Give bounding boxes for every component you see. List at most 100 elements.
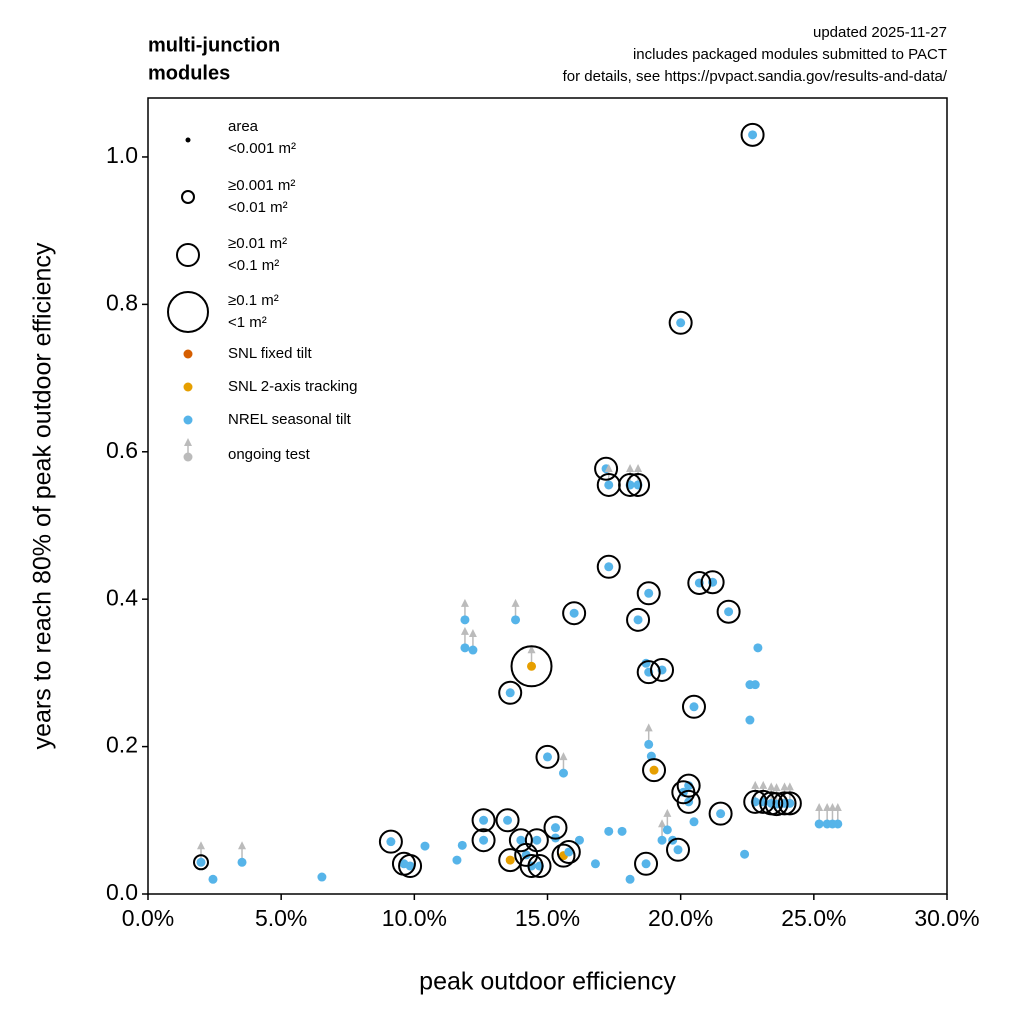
point [511,615,521,625]
note: for details, see https://pvpact.sandia.g… [563,68,948,85]
arrow-head [460,626,469,635]
arrow-head [527,645,536,654]
point [564,847,574,857]
ongoing-arrow [626,463,635,481]
area-ring [700,570,725,595]
area-ring [471,828,496,853]
area-ring [708,801,733,826]
point [604,480,614,490]
point [457,840,467,850]
legend-size-marker [167,291,209,333]
point [604,826,614,836]
legend-label: ≥0.01 m² [228,235,287,252]
arrow-head [828,802,837,811]
arrow-head [833,802,842,811]
x-tick-label: 5.0% [255,905,307,931]
arrow-head [460,598,469,607]
ongoing-arrow [460,598,469,616]
plot-frame [147,97,948,895]
area-ring [398,853,423,878]
point [657,835,667,845]
point [574,835,584,845]
area-ring [551,843,576,868]
legend-arrow [184,438,192,446]
x-tick-label: 30.0% [914,905,979,931]
point [405,861,415,871]
chart-title: modules [148,62,230,84]
area-ring [636,660,661,685]
point [833,819,843,829]
point [317,872,327,882]
ongoing-arrow [559,752,568,770]
legend-label: SNL 2-axis tracking [228,378,358,395]
arrow-head [604,463,613,472]
arrow-head [815,802,824,811]
point [617,826,627,836]
y-tick-label: 0.8 [106,289,138,315]
ongoing-arrow [511,598,520,616]
area-ring [740,122,765,147]
ongoing-arrow [658,819,667,837]
arrow-head [767,782,776,791]
point [503,815,513,825]
arrow-head [663,808,672,817]
legend-marker [183,349,193,359]
ongoing-arrow [197,841,206,859]
area-ring [495,808,520,833]
ongoing-arrow [828,802,837,820]
ongoing-arrow [527,645,536,663]
point [505,688,515,698]
point [550,823,560,833]
area-ring [642,758,667,783]
x-tick-label: 0.0% [122,905,174,931]
area-ring [626,607,651,632]
point [740,849,750,859]
ongoing-arrow [815,802,824,820]
area-ring [636,581,661,606]
arrow-head [238,841,247,850]
y-tick-label: 1.0 [106,142,138,168]
area-ring [378,829,403,854]
point [689,817,699,827]
y-tick-label: 0.4 [106,584,138,610]
x-tick-label: 25.0% [781,905,846,931]
arrow-head [197,841,206,850]
legend-label: NREL seasonal tilt [228,411,352,428]
note: updated 2025-11-27 [813,24,947,41]
point [452,855,462,865]
arrow-head [759,780,768,789]
area-ring [510,645,553,688]
arrow-head [751,780,760,789]
area-ring [676,773,701,798]
legend-marker [183,415,193,425]
legend-label: ongoing test [228,446,311,463]
legend-marker [183,452,193,462]
point [208,874,218,884]
ongoing-arrow [823,802,832,820]
legend-label: <0.1 m² [228,257,279,274]
point [673,845,683,855]
area-ring [681,694,706,719]
area-ring [508,828,533,853]
note: includes packaged modules submitted to P… [633,46,947,63]
x-tick-label: 15.0% [515,905,580,931]
point [196,857,206,867]
area-ring [666,837,691,862]
legend-marker [183,382,193,392]
area-ring [618,472,643,497]
point [750,680,760,690]
arrow-head [644,723,653,732]
point [641,859,651,869]
arrow-head [658,819,667,828]
legend-label: <0.01 m² [228,199,288,216]
point [724,607,734,617]
area-ring [777,791,802,816]
point [386,837,396,847]
legend-label: ≥0.001 m² [228,177,295,194]
point [479,835,489,845]
point [689,702,699,712]
ongoing-arrow [238,841,247,859]
legend-size-marker [176,243,200,267]
point [527,661,537,671]
